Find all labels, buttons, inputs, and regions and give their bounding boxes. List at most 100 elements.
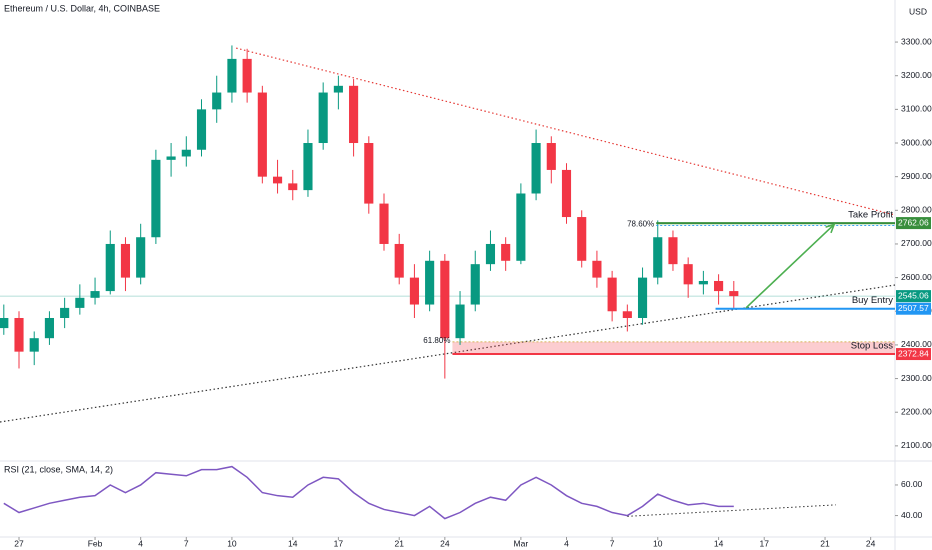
candle-body (120, 243, 131, 278)
candle-body (105, 243, 115, 292)
candle-body (44, 317, 54, 339)
x-tick-label: 4 (564, 538, 569, 548)
price-tag-label: 2762.06 (898, 217, 929, 227)
y-tick-label: 2900.00 (901, 171, 932, 181)
candle-body (90, 291, 100, 298)
x-tick-label: 10 (227, 538, 237, 548)
candle-body (75, 297, 85, 308)
price-tag (896, 302, 931, 315)
candle-body (425, 260, 435, 305)
x-tick-label: 4 (138, 538, 143, 548)
rsi-trendline (627, 504, 836, 517)
candle-body (303, 143, 313, 191)
currency: USD (909, 6, 927, 16)
candle-body (166, 156, 176, 160)
fib-label: 78.60% (627, 220, 654, 229)
candle-body (440, 260, 450, 339)
y-tick-label: 3300.00 (901, 36, 932, 46)
candle-body (516, 193, 526, 261)
price-tag-label: 2372.84 (898, 348, 929, 358)
x-tick-label: 14 (714, 538, 724, 548)
candle-body (60, 307, 70, 318)
level-label: Stop Loss (851, 341, 893, 352)
candle-body (683, 264, 693, 285)
candle-body (288, 183, 298, 191)
y-tick-label: 3000.00 (901, 137, 932, 147)
candle-body (14, 317, 24, 352)
candle-body (196, 109, 207, 150)
candle-body (409, 277, 419, 305)
fib-label: 61.80% (423, 336, 450, 345)
candle-body (349, 85, 359, 144)
candle-body (181, 149, 191, 157)
candle-body (637, 277, 648, 318)
candle-body (698, 280, 708, 285)
candle-body (561, 169, 572, 218)
candle-body (318, 92, 328, 144)
x-tick-label: 17 (334, 538, 344, 548)
candle-body (242, 58, 252, 93)
candle-body (364, 143, 374, 204)
rsi-y-tick-label: 40.00 (901, 510, 923, 520)
candle-body (379, 203, 389, 244)
arrow-shaft (745, 223, 835, 309)
y-tick-label: 2700.00 (901, 238, 932, 248)
trendline (0, 284, 896, 423)
rsi-y-tick-label: 60.00 (901, 479, 923, 489)
y-tick-label: 2400.00 (901, 339, 932, 349)
candle-body (136, 237, 146, 278)
level-label: Buy Entry (852, 295, 893, 306)
x-tick-label: Feb (88, 538, 103, 548)
x-tick-label: Mar (514, 538, 529, 548)
rsi-title: RSI (21, close, SMA, 14, 2) (4, 464, 113, 474)
candle-body (272, 176, 283, 184)
profit-zone (656, 223, 895, 226)
x-tick-label: 24 (866, 538, 876, 548)
candle-body (257, 92, 267, 177)
candle-body (212, 92, 222, 110)
price-tag-label: 2545.06 (898, 290, 929, 300)
x-tick-label: 17 (759, 538, 769, 548)
candle-body (622, 311, 632, 318)
candle-body (394, 243, 404, 278)
x-tick-label: 27 (14, 538, 24, 548)
candle-body (455, 304, 465, 339)
y-tick-label: 2200.00 (901, 406, 932, 416)
candle-body (531, 143, 541, 194)
x-tick-label: 21 (820, 538, 830, 548)
candle-body (501, 243, 511, 261)
candle-body (592, 260, 602, 278)
price-tag (896, 290, 931, 303)
candle-body (607, 277, 617, 312)
candle-body (668, 237, 678, 265)
y-tick-label: 2800.00 (901, 205, 932, 215)
candle-body (729, 291, 739, 297)
y-tick-label: 3100.00 (901, 104, 932, 114)
arrow-head (825, 223, 836, 234)
stop-zone (452, 341, 895, 355)
y-tick-label: 3200.00 (901, 70, 932, 80)
candle-body (470, 264, 480, 305)
candle-body (577, 217, 587, 261)
x-tick-label: 10 (653, 538, 663, 548)
y-tick-label: 2100.00 (901, 440, 932, 450)
price-tag-label: 2507.57 (898, 303, 929, 313)
candle-body (227, 58, 237, 93)
candle-body (714, 280, 724, 292)
price-tag (896, 348, 931, 361)
chart-title: Ethereum / U.S. Dollar, 4h, COINBASE (4, 3, 160, 13)
x-tick-label: 21 (394, 538, 404, 548)
trendline (236, 47, 896, 216)
level-label: Take Profit (848, 210, 893, 221)
candle-body (333, 85, 343, 93)
y-tick-label: 2300.00 (901, 373, 932, 383)
rsi-line (3, 465, 734, 520)
x-tick-label: 7 (184, 538, 189, 548)
x-tick-label: 14 (288, 538, 298, 548)
candle-body (29, 338, 39, 352)
candle-body (151, 159, 161, 238)
candle-body (653, 237, 663, 278)
price-tag (896, 217, 931, 230)
